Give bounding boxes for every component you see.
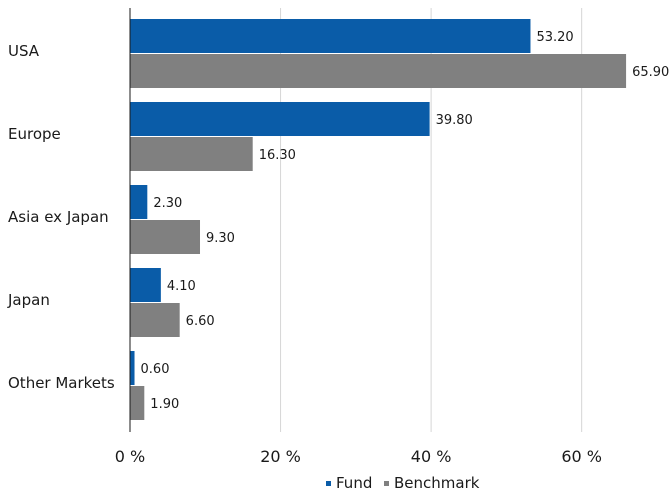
value-label-fund-asia-ex-japan: 2.30 bbox=[153, 196, 182, 211]
category-label-other-markets: Other Markets bbox=[8, 374, 115, 392]
bar-fund-asia-ex-japan bbox=[130, 185, 148, 219]
category-label-usa: USA bbox=[8, 42, 40, 60]
bar-fund-japan bbox=[130, 268, 161, 302]
value-label-benchmark-asia-ex-japan: 9.30 bbox=[206, 231, 235, 246]
legend: Fund Benchmark bbox=[326, 474, 480, 492]
value-label-fund-usa: 53.20 bbox=[536, 30, 573, 45]
value-label-benchmark-europe: 16.30 bbox=[259, 148, 296, 163]
value-label-benchmark-other-markets: 1.90 bbox=[150, 397, 179, 412]
x-tick-label-40: 40 % bbox=[411, 447, 452, 466]
bar-benchmark-asia-ex-japan bbox=[130, 220, 201, 254]
x-tick-label-0: 0 % bbox=[115, 447, 145, 466]
category-label-japan: Japan bbox=[7, 291, 50, 309]
value-label-benchmark-usa: 65.90 bbox=[632, 65, 669, 80]
value-label-fund-europe: 39.80 bbox=[436, 113, 473, 128]
legend-label-benchmark: Benchmark bbox=[394, 474, 480, 492]
legend-swatch-fund bbox=[326, 481, 331, 486]
category-label-europe: Europe bbox=[8, 125, 61, 143]
bar-fund-europe bbox=[130, 102, 430, 136]
category-label-asia-ex-japan: Asia ex Japan bbox=[8, 208, 109, 226]
bar-benchmark-japan bbox=[130, 303, 180, 337]
value-label-fund-japan: 4.10 bbox=[167, 279, 196, 294]
legend-label-fund: Fund bbox=[336, 474, 372, 492]
bar-layer bbox=[130, 19, 627, 420]
legend-swatch-benchmark bbox=[384, 481, 389, 486]
bar-benchmark-europe bbox=[130, 137, 253, 171]
bar-benchmark-other-markets bbox=[130, 386, 145, 420]
value-label-benchmark-japan: 6.60 bbox=[186, 314, 215, 329]
x-tick-label-60: 60 % bbox=[561, 447, 602, 466]
bar-fund-other-markets bbox=[130, 351, 135, 385]
bar-benchmark-usa bbox=[130, 54, 627, 88]
value-label-fund-other-markets: 0.60 bbox=[141, 362, 170, 377]
x-tick-label-20: 20 % bbox=[260, 447, 301, 466]
bar-fund-usa bbox=[130, 19, 531, 53]
label-layer: 0 % 20 % 40 % 60 % 53.20 65.90 USA 39.80 16.30 Eu… bbox=[7, 30, 669, 466]
